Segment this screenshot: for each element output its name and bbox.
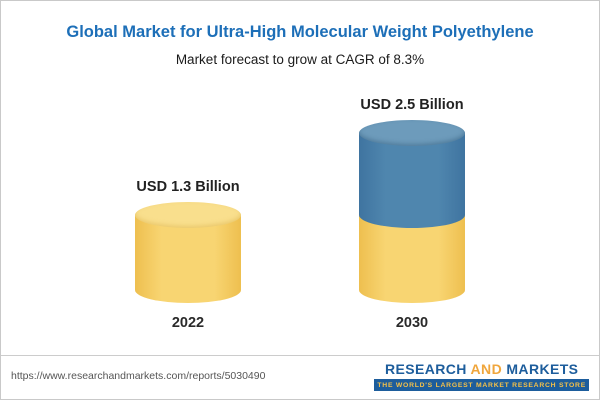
category-label-2022: 2022 [171,315,205,331]
cylinder-growth-segment-2030 [359,133,465,228]
chart-title: Global Market for Ultra-High Molecular W… [66,23,534,41]
logo-word-and: AND [470,361,503,377]
cylinder-body-2022 [135,215,241,303]
logo-word-markets: MARKETS [506,361,579,377]
cylinder-2030 [359,120,465,303]
report-url[interactable]: https://www.researchandmarkets.com/repor… [11,370,266,382]
cylinder-2022 [135,202,241,303]
bar-column-2030: USD 2.5 Billion 2030 [327,97,497,331]
value-label-2030: USD 2.5 Billion [360,97,464,113]
bar-column-2022: USD 1.3 Billion 2022 [103,179,273,331]
cylinder-top-2022 [135,202,241,228]
cylinder-top-2030 [359,120,465,146]
category-label-2030: 2030 [395,315,429,331]
research-and-markets-logo: RESEARCH AND MARKETS THE WORLD'S LARGEST… [374,361,589,391]
logo-wordmark: RESEARCH AND MARKETS [374,361,589,377]
logo-tagline: THE WORLD'S LARGEST MARKET RESEARCH STOR… [374,379,589,391]
footer: https://www.researchandmarkets.com/repor… [1,355,599,399]
chart-header: Global Market for Ultra-High Molecular W… [1,1,599,67]
bar-chart: USD 1.3 Billion 2022 USD 2.5 Billion 203… [1,73,599,331]
chart-subtitle: Market forecast to grow at CAGR of 8.3% [175,52,425,67]
logo-word-research: RESEARCH [385,361,467,377]
value-label-2022: USD 1.3 Billion [136,179,240,195]
cylinder-base-segment-2030 [359,215,465,303]
